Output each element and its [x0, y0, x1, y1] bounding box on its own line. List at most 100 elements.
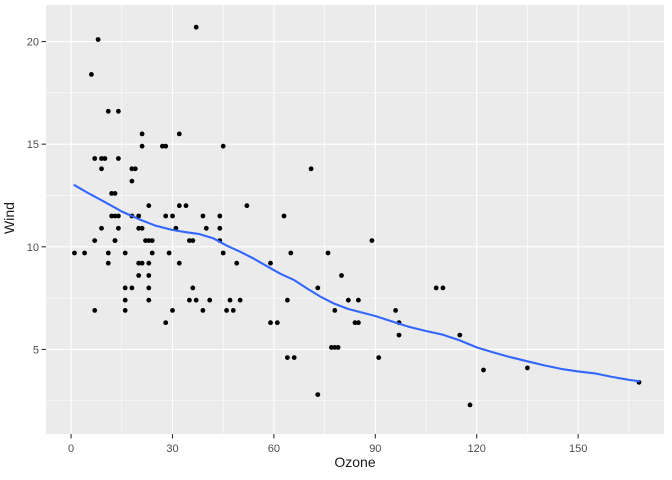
- data-point: [122, 285, 128, 291]
- data-point: [396, 332, 402, 338]
- data-point: [285, 355, 290, 360]
- y-tick-label: 10: [27, 242, 39, 254]
- data-point: [129, 285, 135, 291]
- data-point: [332, 345, 338, 350]
- data-point: [203, 225, 209, 231]
- data-point: [89, 72, 94, 77]
- data-point: [112, 191, 118, 196]
- axis-ticks-layer: [41, 40, 579, 439]
- data-point: [230, 308, 236, 313]
- data-point: [146, 203, 152, 209]
- data-point: [308, 166, 314, 172]
- data-point: [315, 392, 321, 397]
- data-point: [146, 297, 152, 303]
- data-point: [82, 250, 87, 256]
- data-point: [149, 250, 155, 256]
- data-point: [224, 308, 230, 313]
- data-point: [102, 156, 108, 161]
- data-point: [129, 166, 135, 172]
- data-point: [95, 37, 101, 42]
- data-point: [176, 131, 182, 137]
- x-tick-label: 90: [369, 443, 381, 455]
- data-point: [163, 213, 169, 219]
- data-point: [200, 308, 206, 313]
- data-point: [143, 238, 148, 244]
- data-point: [220, 250, 226, 256]
- data-point: [352, 320, 358, 326]
- data-point: [193, 24, 199, 30]
- data-point: [160, 143, 165, 149]
- data-point: [190, 238, 196, 244]
- data-point: [105, 250, 111, 256]
- data-point: [433, 285, 439, 291]
- data-point: [376, 355, 382, 360]
- data-point: [139, 143, 145, 149]
- data-point: [146, 260, 152, 266]
- data-point: [187, 238, 192, 244]
- data-point: [329, 345, 334, 350]
- data-point: [170, 213, 175, 219]
- x-axis-title: Ozone: [334, 454, 375, 470]
- data-point: [281, 213, 287, 219]
- data-point: [136, 213, 142, 219]
- data-point: [136, 260, 142, 266]
- data-point: [116, 213, 121, 219]
- data-point: [285, 297, 290, 303]
- data-point: [393, 308, 398, 313]
- data-point: [190, 285, 196, 291]
- data-point: [163, 320, 169, 326]
- data-point: [146, 273, 152, 278]
- x-tick-label: 150: [569, 443, 587, 455]
- data-point: [99, 225, 104, 231]
- data-point: [149, 238, 155, 244]
- y-tick-label: 5: [33, 344, 39, 356]
- y-tick-label: 20: [27, 37, 39, 49]
- data-point: [116, 225, 121, 231]
- data-point: [92, 308, 98, 313]
- data-point: [440, 285, 446, 291]
- data-point: [244, 203, 250, 209]
- data-point: [268, 260, 273, 266]
- data-point: [183, 203, 189, 209]
- y-axis-title: Wind: [1, 202, 17, 234]
- data-point: [99, 156, 104, 161]
- data-point: [457, 332, 463, 338]
- data-point: [116, 156, 121, 161]
- x-tick-label: 60: [268, 443, 280, 455]
- data-point: [291, 355, 297, 360]
- data-points-layer: [72, 24, 642, 408]
- plot-panel-layer: [46, 5, 664, 434]
- data-point: [72, 250, 77, 256]
- plot-panel-background: [46, 5, 664, 434]
- data-point: [467, 402, 473, 408]
- data-point: [122, 308, 128, 313]
- data-point: [369, 238, 375, 244]
- data-point: [176, 203, 182, 209]
- data-point: [146, 238, 152, 244]
- data-point: [112, 238, 118, 244]
- data-point: [315, 285, 321, 291]
- loess-smooth-line: [73, 184, 641, 383]
- data-point: [356, 297, 361, 303]
- data-point: [332, 308, 338, 313]
- data-point: [274, 320, 280, 326]
- data-point: [170, 308, 175, 313]
- data-point: [335, 345, 341, 350]
- data-point: [325, 250, 331, 256]
- data-point: [227, 297, 233, 303]
- data-point: [99, 166, 104, 172]
- data-point: [136, 273, 142, 278]
- data-point: [116, 108, 121, 114]
- data-point: [109, 213, 114, 219]
- data-point: [105, 260, 111, 266]
- data-point: [268, 320, 273, 326]
- data-point: [139, 131, 145, 137]
- data-point: [166, 250, 172, 256]
- data-point: [122, 250, 128, 256]
- data-point: [220, 143, 226, 149]
- data-point: [217, 213, 223, 219]
- x-tick-label: 120: [468, 443, 486, 455]
- data-point: [112, 213, 118, 219]
